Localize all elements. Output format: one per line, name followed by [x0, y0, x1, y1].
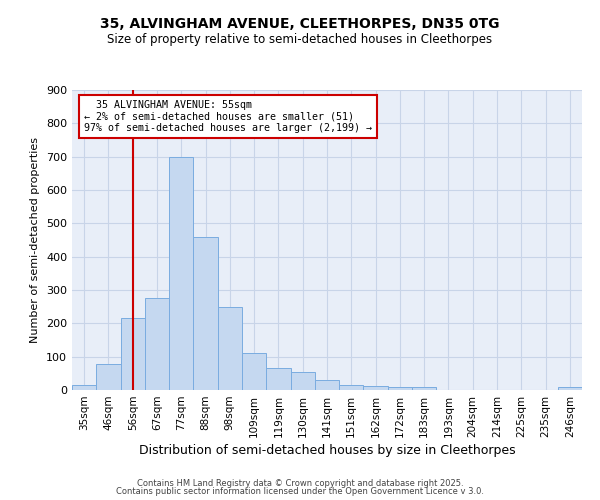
Bar	[121, 318, 145, 390]
Bar	[558, 388, 582, 390]
Bar	[242, 354, 266, 390]
Y-axis label: Number of semi-detached properties: Number of semi-detached properties	[31, 137, 40, 343]
Bar	[388, 386, 412, 390]
Text: 35 ALVINGHAM AVENUE: 55sqm
← 2% of semi-detached houses are smaller (51)
97% of : 35 ALVINGHAM AVENUE: 55sqm ← 2% of semi-…	[85, 100, 373, 133]
Bar	[169, 156, 193, 390]
Bar	[339, 385, 364, 390]
Bar	[193, 236, 218, 390]
Bar	[218, 308, 242, 390]
Bar	[266, 368, 290, 390]
Bar	[72, 385, 96, 390]
Text: Contains public sector information licensed under the Open Government Licence v : Contains public sector information licen…	[116, 487, 484, 496]
X-axis label: Distribution of semi-detached houses by size in Cleethorpes: Distribution of semi-detached houses by …	[139, 444, 515, 457]
Bar	[364, 386, 388, 390]
Text: 35, ALVINGHAM AVENUE, CLEETHORPES, DN35 0TG: 35, ALVINGHAM AVENUE, CLEETHORPES, DN35 …	[100, 18, 500, 32]
Bar	[412, 386, 436, 390]
Text: Size of property relative to semi-detached houses in Cleethorpes: Size of property relative to semi-detach…	[107, 32, 493, 46]
Text: Contains HM Land Registry data © Crown copyright and database right 2025.: Contains HM Land Registry data © Crown c…	[137, 478, 463, 488]
Bar	[145, 298, 169, 390]
Bar	[96, 364, 121, 390]
Bar	[290, 372, 315, 390]
Bar	[315, 380, 339, 390]
